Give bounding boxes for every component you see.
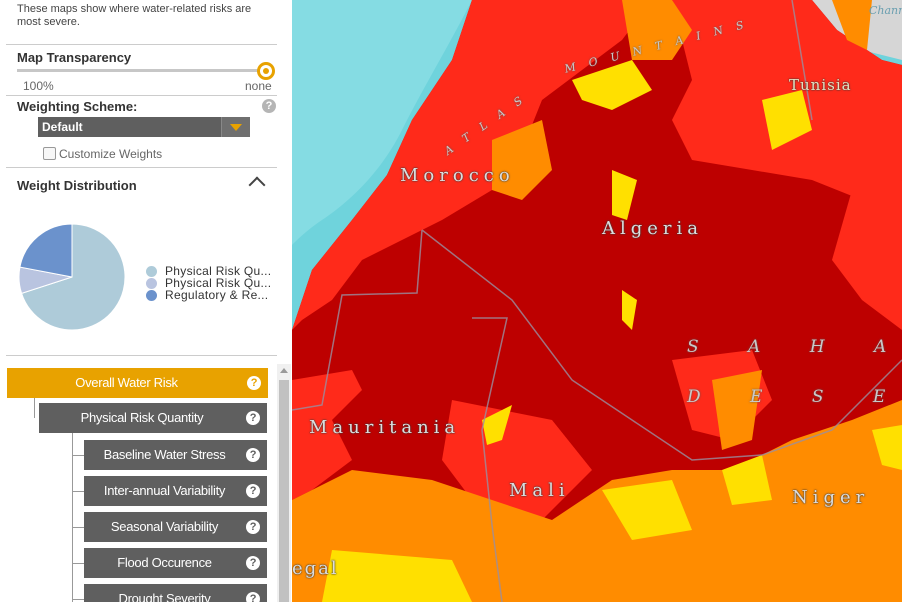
risk-zone-low-medium xyxy=(872,425,902,470)
weighting-scheme-title: Weighting Scheme: xyxy=(17,99,138,114)
map-label-mali: Mali xyxy=(509,480,570,501)
tree-node-label: Baseline Water Stress xyxy=(103,447,226,462)
risk-zone-high xyxy=(442,400,592,520)
divider xyxy=(6,167,277,168)
tree-node-label: Physical Risk Quantity xyxy=(80,410,204,425)
divider xyxy=(6,95,277,96)
map-label-morocco: Morocco xyxy=(400,165,515,186)
map-label-algeria: Algeria xyxy=(602,218,704,239)
help-icon[interactable]: ? xyxy=(246,592,260,602)
tree-node-label: Inter-annual Variability xyxy=(103,483,226,498)
weighting-help-icon[interactable]: ? xyxy=(262,99,276,113)
chevron-down-icon[interactable] xyxy=(221,117,250,137)
legend-label: Regulatory & Re... xyxy=(165,288,269,302)
map-label-tunisia: Tunisia xyxy=(789,76,852,94)
tree-node-drought-severity[interactable]: Drought Severity ? xyxy=(84,584,267,602)
risk-zone-low-medium xyxy=(602,480,692,540)
transparency-max-label: none xyxy=(245,79,272,93)
legend-swatch xyxy=(146,278,157,289)
risk-zone-low-medium xyxy=(612,170,637,220)
tree-node-seasonal-variability[interactable]: Seasonal Variability ? xyxy=(84,512,267,542)
help-icon[interactable]: ? xyxy=(246,520,260,534)
legend-label: Physical Risk Qu... xyxy=(165,264,272,278)
tree-connector xyxy=(72,599,84,600)
map-transparency-title: Map Transparency xyxy=(17,50,132,65)
risk-zone-low-medium xyxy=(722,455,772,505)
tree-node-overall-water-risk[interactable]: Overall Water Risk ? xyxy=(7,368,268,398)
transparency-slider-track[interactable] xyxy=(17,69,265,72)
tree-connector xyxy=(72,433,73,602)
risk-zone-medium-high xyxy=(292,400,902,602)
tree-connector xyxy=(72,563,84,564)
chevron-up-icon[interactable] xyxy=(248,176,266,194)
divider xyxy=(6,355,277,356)
risk-zone-medium-high xyxy=(622,0,692,60)
map-label-mauritania: Mauritania xyxy=(309,417,461,438)
tree-connector xyxy=(72,491,84,492)
intro-text: These maps show where water-related risk… xyxy=(17,3,252,28)
tree-node-flood-occurence[interactable]: Flood Occurence ? xyxy=(84,548,267,578)
risk-zone-high xyxy=(832,180,902,330)
risk-zone-medium-high xyxy=(832,0,872,50)
left-panel: These maps show where water-related risk… xyxy=(0,0,293,602)
legend-swatch xyxy=(146,290,157,301)
tree-node-label: Seasonal Variability xyxy=(110,519,219,534)
tree-node-label: Flood Occurence xyxy=(117,555,212,570)
weight-distribution-title: Weight Distribution xyxy=(17,178,137,193)
help-icon[interactable]: ? xyxy=(246,556,260,570)
transparency-slider-handle[interactable] xyxy=(257,62,275,80)
tree-connector xyxy=(72,527,84,528)
pie-slice xyxy=(19,223,73,278)
tree-node-physical-risk-quantity[interactable]: Physical Risk Quantity ? xyxy=(39,403,267,433)
risk-map-canvas[interactable] xyxy=(292,0,902,602)
tree-node-baseline-water-stress[interactable]: Baseline Water Stress ? xyxy=(84,440,267,470)
risk-zone-low-medium xyxy=(572,60,652,110)
country-borders xyxy=(292,0,902,602)
tree-connector xyxy=(72,455,84,456)
ocean-shade xyxy=(292,0,472,245)
scroll-up-icon[interactable] xyxy=(280,368,288,373)
help-icon[interactable]: ? xyxy=(246,484,260,498)
risk-zone-medium-high xyxy=(712,370,762,450)
risk-zone-high xyxy=(292,370,362,500)
help-icon[interactable]: ? xyxy=(246,448,260,462)
indicator-tree: Overall Water Risk ? Physical Risk Quant… xyxy=(6,364,277,602)
weight-distribution-pie xyxy=(18,223,126,331)
weighting-scheme-value: Default xyxy=(42,120,83,134)
legend-swatch xyxy=(146,266,157,277)
risk-zone-low-medium xyxy=(322,550,472,602)
map-label-senegal: egal xyxy=(292,558,339,579)
risk-map[interactable]: Channe M O U N T A I N S A T L A S Tunis… xyxy=(292,0,902,602)
scrollbar-thumb[interactable] xyxy=(279,380,289,602)
legend-label: Physical Risk Qu... xyxy=(165,276,272,290)
risk-zone-high xyxy=(292,0,652,330)
weighting-scheme-select[interactable]: Default xyxy=(38,117,250,137)
risk-zone-low-medium xyxy=(762,90,812,150)
map-label-channel: Channe xyxy=(869,4,902,17)
customize-weights-label: Customize Weights xyxy=(59,147,163,161)
map-label-desert: D E S E R T xyxy=(687,387,902,407)
pie-slice xyxy=(20,223,126,331)
help-icon[interactable]: ? xyxy=(246,411,260,425)
risk-zone-medium-high xyxy=(492,120,552,200)
risk-zone-low-medium xyxy=(482,405,512,445)
customize-weights-checkbox[interactable] xyxy=(43,147,56,160)
map-label-sahara: S A H A R A xyxy=(687,337,902,357)
risk-zone-low-medium xyxy=(622,290,637,330)
tree-scrollbar[interactable] xyxy=(277,364,291,602)
transparency-min-label: 100% xyxy=(23,79,54,93)
tree-node-label: Drought Severity xyxy=(118,591,211,602)
help-icon[interactable]: ? xyxy=(247,376,261,390)
divider xyxy=(6,44,277,45)
map-label-niger: Niger xyxy=(792,487,870,508)
tree-node-inter-annual-variability[interactable]: Inter-annual Variability ? xyxy=(84,476,267,506)
tree-node-label: Overall Water Risk xyxy=(75,375,178,390)
tree-connector xyxy=(34,398,35,418)
